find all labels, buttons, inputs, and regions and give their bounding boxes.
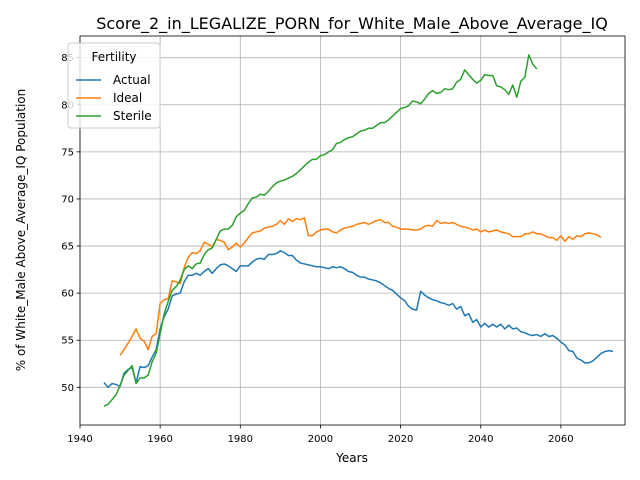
x-axis: 1940 1960 1980 2000 2020 2040 2060 xyxy=(67,425,574,445)
y-tick-label: 55 xyxy=(61,336,74,347)
x-tick-label: 1940 xyxy=(67,434,92,445)
plot-lines xyxy=(103,54,614,407)
legend-label-ideal: Ideal xyxy=(113,91,142,105)
x-tick-label: 2000 xyxy=(308,434,333,445)
series-line-sterile xyxy=(103,54,538,407)
x-tick-label: 2040 xyxy=(468,434,493,445)
y-axis-label: % of White_Male Above_Average_IQ Populat… xyxy=(14,89,28,372)
x-tick-label: 1960 xyxy=(147,434,172,445)
series-line-ideal xyxy=(119,217,602,356)
y-tick-label: 50 xyxy=(61,383,74,394)
legend-title: Fertility xyxy=(91,50,136,64)
chart-title: Score_2_in_LEGALIZE_PORN_for_White_Male_… xyxy=(96,14,608,34)
grid xyxy=(79,36,625,425)
legend: Fertility Actual Ideal Sterile xyxy=(67,42,161,129)
axes-frame xyxy=(79,35,626,426)
x-axis-label: Years xyxy=(335,451,368,465)
x-tick-label: 2020 xyxy=(388,434,413,445)
legend-label-sterile: Sterile xyxy=(113,109,152,123)
x-tick-label: 2060 xyxy=(548,434,573,445)
legend-label-actual: Actual xyxy=(113,73,151,87)
legend-items: Actual Ideal Sterile xyxy=(76,73,152,123)
y-tick-label: 70 xyxy=(61,194,74,205)
y-tick-label: 75 xyxy=(61,147,74,158)
legend-box xyxy=(67,42,161,129)
y-tick-label: 60 xyxy=(61,289,74,300)
series-line-actual xyxy=(103,250,614,389)
x-tick-label: 1980 xyxy=(228,434,253,445)
y-tick-label: 65 xyxy=(61,242,74,253)
